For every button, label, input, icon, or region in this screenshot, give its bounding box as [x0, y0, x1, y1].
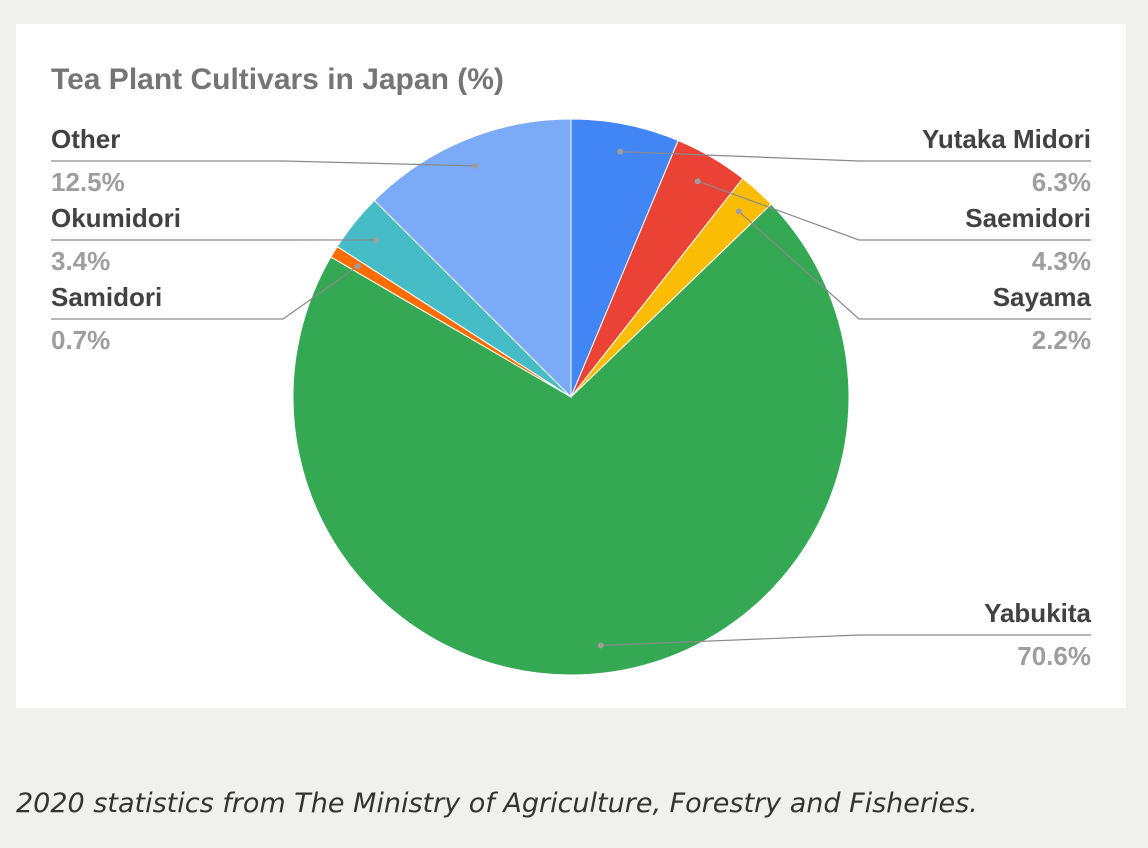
slice-value-saemidori: 4.3% [1032, 246, 1091, 276]
slice-label-yutaka-midori: Yutaka Midori [922, 124, 1091, 154]
pie-chart: Tea Plant Cultivars in Japan (%) Yutaka … [51, 63, 1092, 676]
leader-dot-sayama [735, 208, 742, 215]
leader-dot-samidori [354, 263, 361, 270]
slice-value-sayama: 2.2% [1032, 325, 1091, 355]
caption: 2020 statistics from The Ministry of Agr… [16, 788, 978, 819]
slice-label-saemidori: Saemidori [965, 203, 1091, 233]
leader-line-sayama [738, 210, 1091, 320]
slice-value-yabukita: 70.6% [1017, 641, 1091, 671]
pie-slices [292, 118, 850, 676]
pie-slice-other [373, 118, 572, 399]
slice-value-okumidori: 3.4% [51, 246, 110, 276]
chart-card: Tea Plant Cultivars in Japan (%) Yutaka … [16, 24, 1126, 708]
leader-line-saemidori [697, 180, 1091, 241]
slice-label-yabukita: Yabukita [984, 598, 1091, 628]
slice-value-other: 12.5% [51, 167, 125, 197]
leader-line-yutaka-midori [620, 151, 1091, 162]
leader-line-samidori [51, 265, 359, 320]
slice-label-samidori: Samidori [51, 282, 162, 312]
pie-slice-yabukita [292, 203, 850, 676]
chart-title: Tea Plant Cultivars in Japan (%) [51, 63, 504, 96]
leader-dot-okumidori [373, 236, 380, 243]
slice-label-okumidori: Okumidori [51, 203, 181, 233]
leader-line-other [51, 160, 476, 167]
leader-dot-yabukita [597, 642, 604, 649]
slice-label-sayama: Sayama [993, 282, 1092, 312]
slice-value-yutaka-midori: 6.3% [1032, 167, 1091, 197]
slice-labels: Yutaka Midori 6.3% Saemidori 4.3% Sayama 2.2%… [51, 124, 1092, 671]
leader-dot-yutaka-midori [617, 148, 624, 155]
leader-dot-other [472, 162, 479, 169]
leader-dot-saemidori [694, 178, 701, 185]
leader-line-yabukita [600, 634, 1091, 647]
slice-value-samidori: 0.7% [51, 325, 110, 355]
slice-label-other: Other [51, 124, 120, 154]
